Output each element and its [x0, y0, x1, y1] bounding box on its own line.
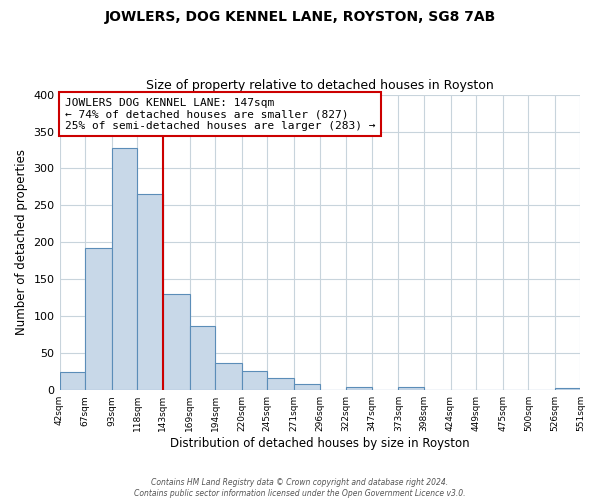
Bar: [555, 388, 580, 390]
Bar: [398, 386, 424, 390]
Bar: [137, 194, 163, 390]
Bar: [242, 371, 268, 390]
Y-axis label: Number of detached properties: Number of detached properties: [15, 150, 28, 336]
Bar: [346, 386, 372, 390]
Bar: [85, 248, 112, 390]
Bar: [215, 363, 242, 390]
X-axis label: Distribution of detached houses by size in Royston: Distribution of detached houses by size …: [170, 437, 470, 450]
Text: JOWLERS DOG KENNEL LANE: 147sqm
← 74% of detached houses are smaller (827)
25% o: JOWLERS DOG KENNEL LANE: 147sqm ← 74% of…: [65, 98, 375, 130]
Bar: [59, 372, 85, 390]
Bar: [268, 378, 294, 390]
Bar: [112, 148, 137, 390]
Bar: [163, 294, 190, 390]
Text: JOWLERS, DOG KENNEL LANE, ROYSTON, SG8 7AB: JOWLERS, DOG KENNEL LANE, ROYSTON, SG8 7…: [104, 10, 496, 24]
Title: Size of property relative to detached houses in Royston: Size of property relative to detached ho…: [146, 79, 494, 92]
Bar: [294, 384, 320, 390]
Text: Contains HM Land Registry data © Crown copyright and database right 2024.
Contai: Contains HM Land Registry data © Crown c…: [134, 478, 466, 498]
Bar: [190, 326, 215, 390]
